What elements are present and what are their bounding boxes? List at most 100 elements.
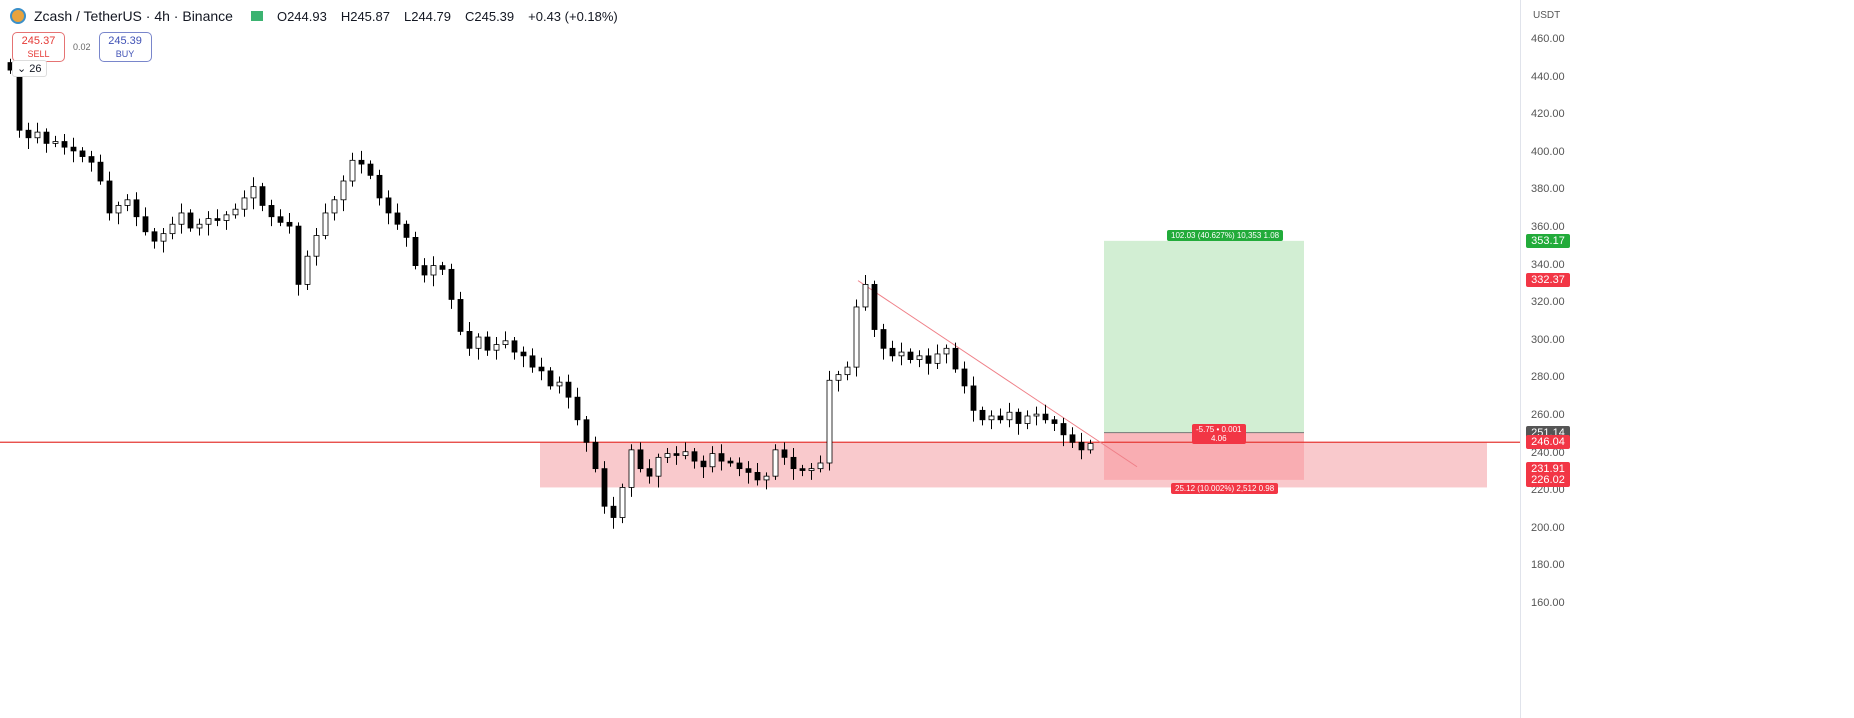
y-tick-label: 460.00 (1531, 33, 1565, 45)
candle-body (727, 460, 734, 464)
buy-price: 245.39 (108, 35, 142, 47)
candle-body (178, 212, 185, 225)
candle-body (493, 344, 500, 351)
candle-body (970, 385, 977, 411)
candle-body (619, 487, 626, 518)
candle-body (826, 379, 833, 464)
candle-body (349, 159, 356, 182)
sell-label: SELL (27, 49, 50, 59)
candle-body (799, 468, 806, 471)
candle-body (502, 340, 509, 345)
candle-body (70, 146, 77, 152)
candle-body (961, 368, 968, 387)
y-tick-label: 380.00 (1531, 183, 1565, 196)
candle-body (124, 199, 131, 206)
candle-body (529, 355, 536, 368)
ohlc-close: C245.39 (464, 8, 515, 24)
candle-body (88, 156, 95, 163)
candle-body (934, 353, 941, 364)
candle-body (385, 197, 392, 214)
buy-button[interactable]: 245.39 BUY (98, 32, 152, 62)
target-zone (1104, 240, 1304, 433)
center-text-2: 4.06 (1210, 434, 1227, 443)
y-tick-label: 440.00 (1531, 70, 1565, 83)
y-tick-label: 220.00 (1531, 484, 1565, 497)
candle-body (772, 449, 779, 477)
price-label-stop_b: 226.02 (1526, 472, 1570, 487)
target-info-tag: 102.03 (40.627%) 10,353 1.08 (1167, 230, 1284, 241)
y-tick-label: 260.00 (1531, 409, 1565, 421)
symbol-header: Zcash / TetherUS · 4h · Binance O244.93 … (10, 8, 618, 24)
market-status-icon (250, 11, 263, 21)
candle-body (547, 370, 554, 387)
price-label-stop_a: 231.91 (1526, 461, 1570, 476)
candle-body (601, 468, 608, 507)
candle-body (808, 468, 815, 471)
candle-body (286, 221, 293, 227)
candle-body (376, 174, 383, 199)
sell-price: 245.37 (21, 35, 56, 47)
candle-body (187, 212, 194, 229)
candle-body (565, 381, 572, 398)
zcash-logo-icon (10, 8, 26, 24)
candle-body (214, 218, 221, 221)
candle-body (916, 355, 923, 360)
candle-body (232, 208, 239, 216)
candle-body (709, 453, 716, 468)
candle-body (655, 456, 662, 477)
symbol-title[interactable]: Zcash / TetherUS · 4h · Binance (34, 8, 233, 24)
candle-body (943, 347, 950, 355)
candle-body (610, 505, 617, 518)
price-label-high_mark: 332.37 (1526, 272, 1570, 287)
candle-body (988, 415, 995, 421)
sell-button[interactable]: 245.37 SELL (12, 32, 65, 62)
candle-body (196, 223, 203, 229)
y-tick-label: 240.00 (1531, 446, 1565, 459)
candle-body (439, 265, 446, 270)
price-axis[interactable]: USDT 460.00 440.00 420.00 400.00 380.00 360.0… (1520, 0, 1854, 718)
candle-body (997, 415, 1004, 421)
buy-label: BUY (115, 49, 135, 59)
candle-body (592, 441, 599, 470)
y-tick-label: 420.00 (1531, 108, 1565, 121)
price-label-last: 246.04 (1526, 435, 1570, 450)
candle-body (421, 265, 428, 276)
candle-body (16, 69, 23, 131)
candle-body (718, 453, 725, 462)
y-tick-label: 180.00 (1531, 559, 1565, 572)
candle-body (628, 449, 635, 488)
y-tick-label: 320.00 (1531, 296, 1565, 309)
candle-body (133, 199, 140, 218)
candle-body (673, 453, 680, 456)
candle-body (1051, 419, 1058, 424)
currency-unit: USDT (1533, 10, 1561, 21)
trendline (857, 280, 1138, 468)
candle-body (277, 216, 284, 223)
y-tick-label: 340.00 (1531, 258, 1565, 271)
candle-body (97, 161, 104, 182)
candle-body (160, 233, 167, 242)
candle-body (79, 150, 86, 157)
candle-body (394, 212, 401, 225)
candle-body (205, 218, 212, 225)
candle-body (763, 475, 770, 481)
candle-body (358, 159, 365, 165)
candle-body (151, 231, 158, 242)
price-chart[interactable] (0, 0, 1520, 718)
candle-body (511, 340, 518, 353)
candle-body (520, 351, 527, 357)
support-zone (540, 442, 1487, 488)
candle-body (142, 216, 149, 233)
position-center-tag: -5.75 • 0.001 4.06 (1192, 424, 1246, 444)
candle-body (754, 471, 761, 481)
candle-body (1078, 441, 1085, 451)
candle-body (268, 205, 275, 218)
candle-body (736, 462, 743, 470)
ohlc-low: L244.79 (403, 8, 451, 24)
indicator-toggle[interactable]: ⌄ 26 (12, 60, 47, 77)
candle-body (700, 460, 707, 468)
candle-body (52, 141, 59, 144)
candle-body (106, 180, 113, 214)
candle-body (1024, 415, 1031, 424)
candle-body (556, 381, 563, 387)
